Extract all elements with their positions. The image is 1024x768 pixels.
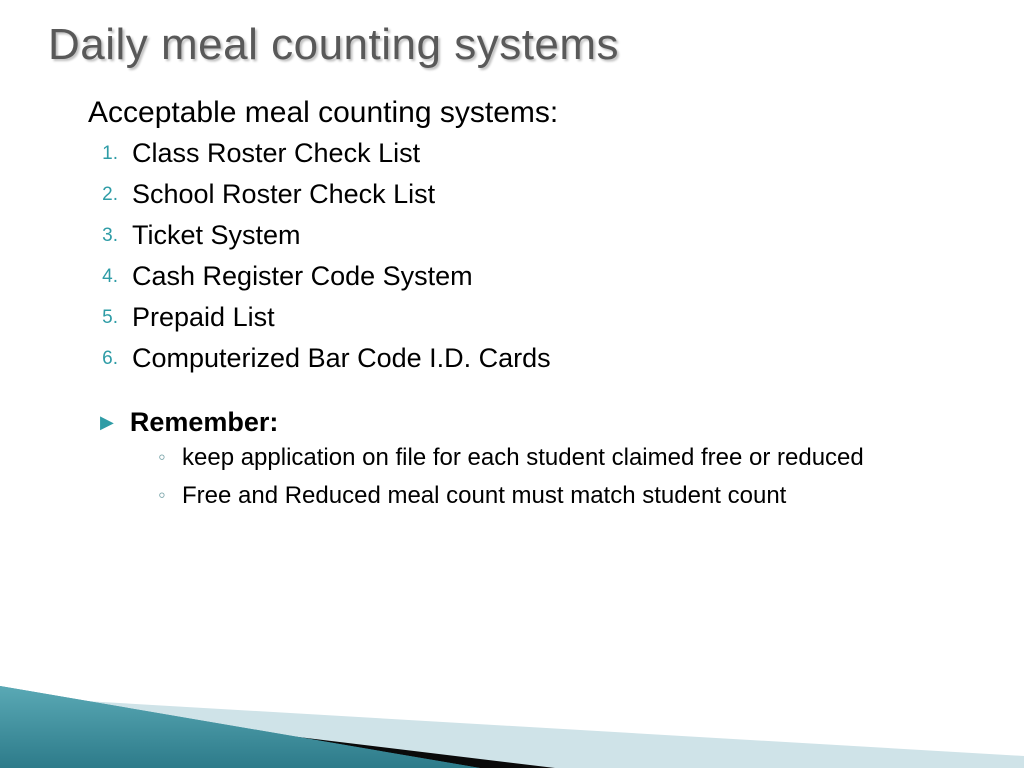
sub-list-item: Free and Reduced meal count must match s… bbox=[158, 480, 946, 512]
list-item: Class Roster Check List bbox=[88, 136, 946, 171]
decorative-triangles-icon bbox=[0, 638, 1024, 768]
remember-label: Remember: bbox=[130, 407, 279, 438]
content-area: Acceptable meal counting systems: Class … bbox=[48, 96, 976, 512]
list-item: Prepaid List bbox=[88, 300, 946, 335]
arrow-right-icon: ▶ bbox=[100, 412, 114, 433]
list-item: Ticket System bbox=[88, 218, 946, 253]
sub-list: keep application on file for each studen… bbox=[88, 442, 946, 513]
remember-row: ▶ Remember: bbox=[88, 407, 946, 438]
subtitle: Acceptable meal counting systems: bbox=[88, 96, 946, 130]
sub-list-item: keep application on file for each studen… bbox=[158, 442, 946, 474]
numbered-list: Class Roster Check List School Roster Ch… bbox=[88, 136, 946, 377]
slide-container: Daily meal counting systems Acceptable m… bbox=[0, 0, 1024, 768]
slide-title: Daily meal counting systems bbox=[48, 20, 976, 70]
list-item: Computerized Bar Code I.D. Cards bbox=[88, 341, 946, 376]
list-item: Cash Register Code System bbox=[88, 259, 946, 294]
list-item: School Roster Check List bbox=[88, 177, 946, 212]
